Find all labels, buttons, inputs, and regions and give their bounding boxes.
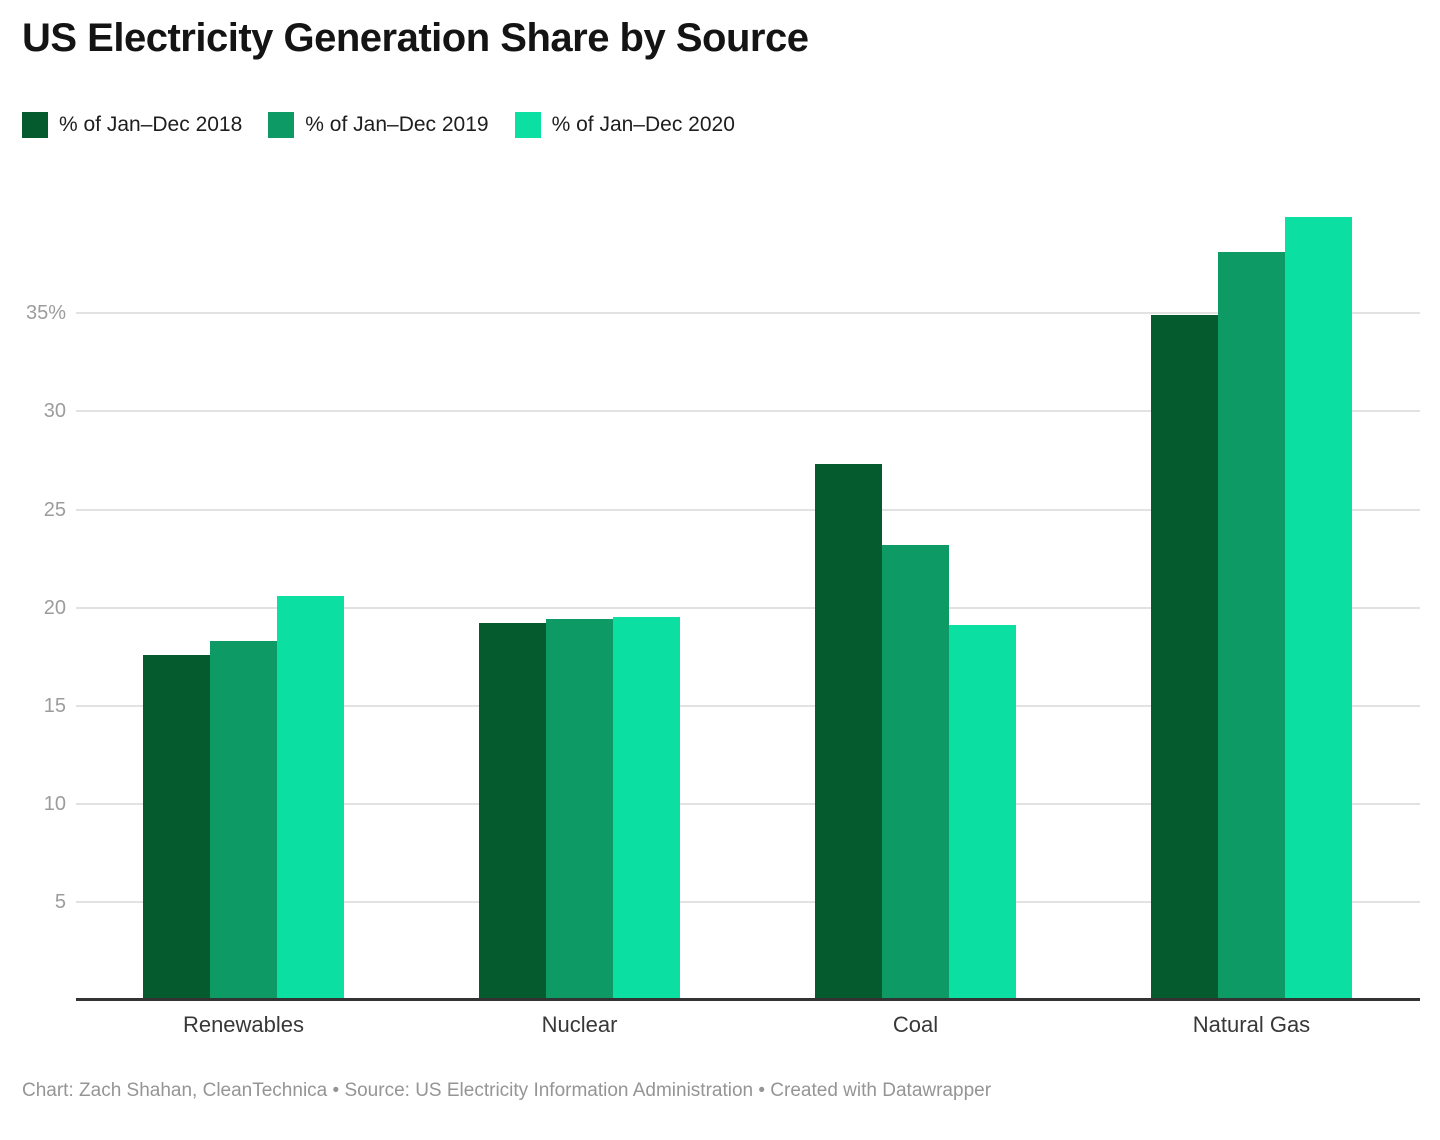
bar-nuclear-2018[interactable]: [479, 623, 546, 1000]
gridline-15: [76, 704, 1420, 707]
x-axis-line: [76, 998, 1420, 1001]
y-tick-label-35: 35%: [25, 302, 66, 325]
bar-renewables-2019[interactable]: [210, 640, 277, 1000]
y-tick-label-5: 5: [54, 890, 66, 913]
chart-title: US Electricity Generation Share by Sourc…: [22, 16, 809, 60]
bar-coal-2020[interactable]: [949, 625, 1016, 1000]
bar-renewables-2018[interactable]: [143, 654, 210, 1000]
legend-label-2019: % of Jan–Dec 2019: [305, 113, 489, 136]
gridline-20: [76, 606, 1420, 609]
bar-nuclear-2019[interactable]: [546, 619, 613, 1000]
x-category-label-coal: Coal: [892, 1012, 939, 1037]
y-tick-label-20: 20: [43, 596, 66, 619]
gridline-35: [76, 312, 1420, 315]
legend-label-2018: % of Jan–Dec 2018: [59, 113, 243, 136]
gridline-5: [76, 900, 1420, 903]
bar-renewables-2020[interactable]: [277, 595, 344, 1000]
y-tick-label-25: 25: [43, 498, 66, 521]
y-tick-label-30: 30: [43, 400, 66, 423]
legend-swatch-2018-icon: [22, 112, 48, 138]
legend: % of Jan–Dec 2018 % of Jan–Dec 2019 % of…: [22, 112, 735, 138]
legend-item-2020: % of Jan–Dec 2020: [514, 112, 735, 138]
x-category-label-nuclear: Nuclear: [541, 1012, 618, 1037]
gridline-25: [76, 508, 1420, 511]
bar-coal-2019[interactable]: [882, 544, 949, 1000]
legend-item-2018: % of Jan–Dec 2018: [22, 112, 242, 138]
y-tick-label-15: 15: [43, 694, 66, 717]
y-tick-label-10: 10: [43, 792, 66, 815]
gridline-10: [76, 802, 1420, 805]
legend-item-2019: % of Jan–Dec 2019: [268, 112, 489, 138]
bar-coal-2018[interactable]: [815, 464, 882, 1000]
bar-nuclear-2020[interactable]: [613, 617, 680, 1000]
gridline-30: [76, 410, 1420, 413]
bar-natural-gas-2018[interactable]: [1151, 315, 1218, 1000]
x-category-label-natural-gas: Natural Gas: [1192, 1012, 1311, 1037]
legend-swatch-2019-icon: [268, 112, 295, 138]
chart-footer: Chart: Zach Shahan, CleanTechnica • Sour…: [22, 1080, 992, 1101]
bar-natural-gas-2019[interactable]: [1218, 252, 1285, 1000]
legend-swatch-2020-icon: [514, 112, 541, 138]
bar-natural-gas-2020[interactable]: [1285, 217, 1352, 1000]
legend-label-2020: % of Jan–Dec 2020: [551, 113, 735, 136]
x-category-label-renewables: Renewables: [182, 1012, 305, 1037]
